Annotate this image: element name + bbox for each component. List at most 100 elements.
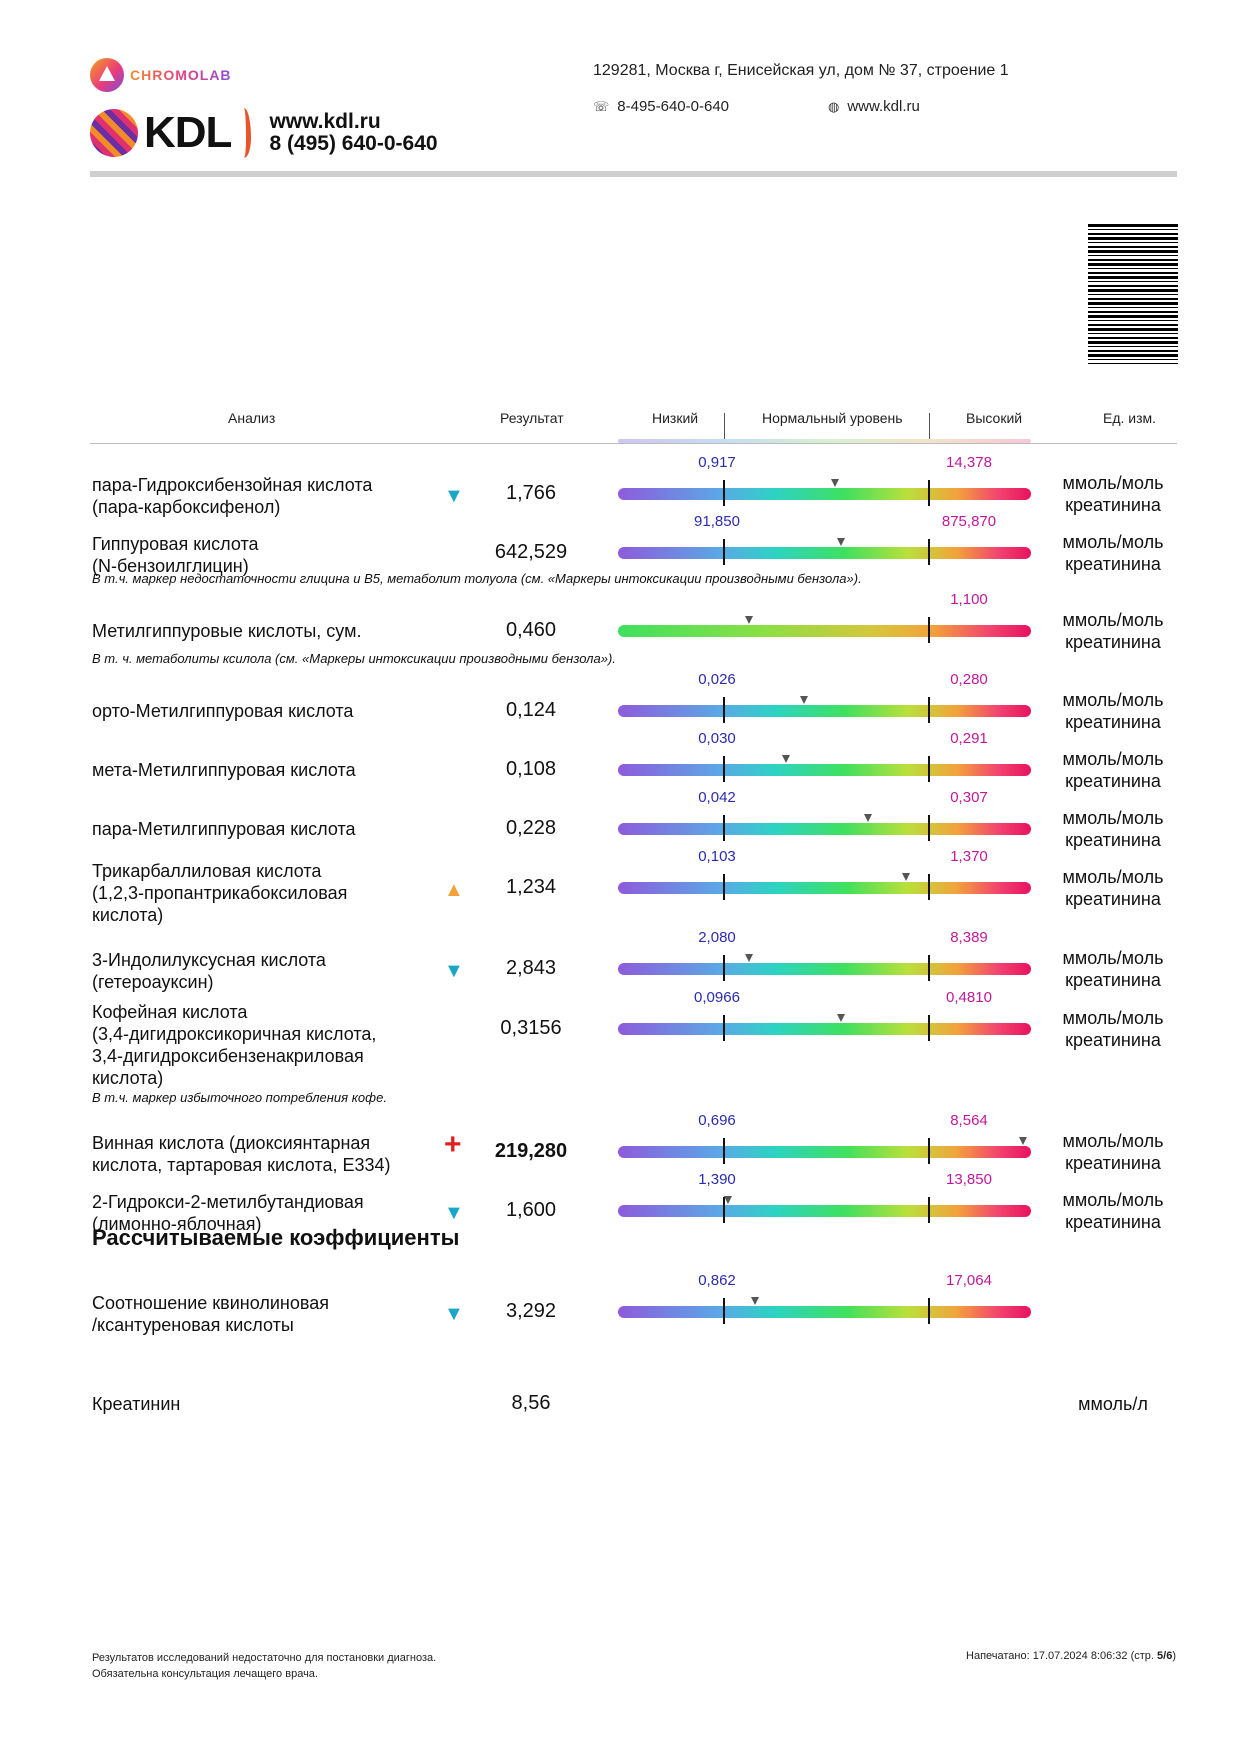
footer-line2: Обязательна консультация лечащего врача. bbox=[92, 1668, 318, 1680]
lab-web: ◍ www.kdl.ru bbox=[828, 98, 920, 115]
analysis-name: 2-Гидрокси-2-метилбутандиовая (лимонно-я… bbox=[92, 1192, 364, 1234]
footer-line1: Результатов исследований недостаточно дл… bbox=[92, 1652, 437, 1664]
low-limit-label: 0,030 bbox=[698, 730, 736, 747]
lab-web-text: www.kdl.ru bbox=[847, 98, 920, 115]
unit-label: ммоль/моль креатинина bbox=[1062, 808, 1164, 850]
high-limit-tick bbox=[928, 955, 930, 981]
chromolab-logo: CHROMOLAB bbox=[90, 58, 232, 92]
phone-icon: ☏ bbox=[593, 98, 610, 114]
result-marker-icon bbox=[781, 755, 790, 763]
result-value: 642,529 bbox=[494, 541, 568, 563]
high-limit-tick bbox=[928, 1015, 930, 1041]
low-limit-label: 0,917 bbox=[698, 454, 736, 471]
result-value: 219,280 bbox=[494, 1140, 568, 1162]
col-low: Низкий bbox=[652, 410, 699, 426]
result-value: 0,124 bbox=[505, 699, 557, 721]
result-marker-icon bbox=[836, 1014, 845, 1022]
low-limit-tick bbox=[723, 756, 725, 782]
analysis-name: Кофейная кислота (3,4-дигидроксикоричная… bbox=[92, 1002, 377, 1088]
reference-scale-bar bbox=[618, 1205, 1031, 1217]
unit-label: ммоль/моль креатинина bbox=[1062, 749, 1164, 791]
status-flag-icon: + bbox=[444, 1128, 462, 1161]
reference-scale-bar bbox=[618, 1023, 1031, 1035]
lab-address: 129281, Москва г, Енисейская ул, дом № 3… bbox=[593, 62, 1009, 79]
kdl-site: www.kdl.ru bbox=[269, 110, 381, 133]
high-limit-label: 1,370 bbox=[950, 848, 988, 865]
analysis-name: Гиппуровая кислота (N-бензоилглицин) bbox=[92, 534, 259, 576]
low-limit-tick bbox=[723, 1015, 725, 1041]
reference-scale-bar bbox=[618, 625, 1031, 637]
creatinine-value: 8,56 bbox=[511, 1392, 551, 1414]
analysis-name: Метилгиппуровые кислоты, сум. bbox=[92, 621, 362, 641]
high-limit-tick bbox=[928, 1138, 930, 1164]
high-limit-label: 1,100 bbox=[950, 591, 988, 608]
high-limit-label: 0,280 bbox=[950, 671, 988, 688]
analysis-name: пара-Метилгиппуровая кислота bbox=[92, 819, 356, 839]
reference-scale-bar bbox=[618, 882, 1031, 894]
col-unit: Ед. изм. bbox=[1103, 410, 1157, 426]
creatinine-unit: ммоль/л bbox=[1078, 1394, 1148, 1414]
low-limit-label: 0,103 bbox=[698, 848, 736, 865]
low-limit-label: 0,0966 bbox=[694, 989, 740, 1006]
result-value: 0,460 bbox=[505, 619, 557, 641]
low-limit-label: 0,026 bbox=[698, 671, 736, 688]
analysis-name: орто-Метилгиппуровая кислота bbox=[92, 701, 354, 721]
result-value: 1,600 bbox=[505, 1199, 557, 1221]
col-result: Результат bbox=[500, 410, 564, 426]
low-limit-label: 91,850 bbox=[694, 513, 740, 530]
result-marker-icon bbox=[750, 1297, 759, 1305]
high-limit-tick bbox=[928, 874, 930, 900]
low-limit-label: 0,862 bbox=[698, 1272, 736, 1289]
low-limit-label: 1,390 bbox=[698, 1171, 736, 1188]
result-value: 0,228 bbox=[505, 817, 557, 839]
status-flag-icon: ▼ bbox=[444, 1202, 464, 1224]
high-limit-tick bbox=[928, 1197, 930, 1223]
unit-label: ммоль/моль креатинина bbox=[1062, 948, 1164, 990]
analysis-name: мета-Метилгиппуровая кислота bbox=[92, 760, 356, 780]
reference-scale-bar bbox=[618, 764, 1031, 776]
low-limit-label: 2,080 bbox=[698, 929, 736, 946]
status-flag-icon: ▲ bbox=[444, 879, 464, 901]
result-marker-icon bbox=[744, 616, 753, 624]
lab-phone: ☏ 8-495-640-0-640 bbox=[593, 98, 729, 115]
result-value: 3,292 bbox=[505, 1300, 557, 1322]
high-limit-label: 17,064 bbox=[946, 1272, 992, 1289]
result-value: 1,234 bbox=[505, 876, 557, 898]
analysis-name: пара-Гидроксибензойная кислота (пара-кар… bbox=[92, 475, 373, 517]
reference-scale-bar bbox=[618, 488, 1031, 500]
result-marker-icon bbox=[836, 538, 845, 546]
unit-label: ммоль/моль креатинина bbox=[1062, 1131, 1164, 1173]
unit-label: ммоль/моль креатинина bbox=[1062, 610, 1164, 652]
result-value: 2,843 bbox=[505, 957, 557, 979]
section-title: Рассчитываемые коэффициенты bbox=[92, 1225, 460, 1250]
high-limit-tick bbox=[928, 480, 930, 506]
kdl-logo-text: KDL bbox=[144, 108, 232, 157]
high-limit-label: 0,291 bbox=[950, 730, 988, 747]
note-hippuric: В т.ч. маркер недостаточности глицина и … bbox=[92, 571, 862, 586]
header-scale-bar bbox=[618, 439, 1031, 443]
note-methylhippuric: В т. ч. метаболиты ксилола (см. «Маркеры… bbox=[92, 651, 616, 666]
high-limit-label: 875,870 bbox=[941, 513, 997, 530]
col-high: Высокий bbox=[966, 410, 1023, 426]
kdl-logo: KDL www.kdl.ru 8 (495) 640-0-640 bbox=[90, 108, 438, 158]
reference-scale-bar bbox=[618, 823, 1031, 835]
footer-printed: Напечатано: 17.07.2024 8:06:32 (стр. 5/6… bbox=[966, 1650, 1176, 1662]
analysis-name: 3-Индолилуксусная кислота (гетероауксин) bbox=[92, 950, 326, 992]
low-limit-tick bbox=[723, 874, 725, 900]
low-limit-tick bbox=[723, 1138, 725, 1164]
globe-icon: ◍ bbox=[828, 98, 840, 114]
high-limit-label: 8,389 bbox=[950, 929, 988, 946]
kdl-ball-icon bbox=[90, 109, 138, 157]
kdl-contacts: www.kdl.ru 8 (495) 640-0-640 bbox=[269, 111, 437, 155]
footer-page: 5/6 bbox=[1157, 1650, 1173, 1662]
unit-label: ммоль/моль креатинина bbox=[1062, 1190, 1164, 1232]
header-high-tick bbox=[929, 413, 930, 439]
result-marker-icon bbox=[863, 814, 872, 822]
low-limit-tick bbox=[723, 815, 725, 841]
kdl-phone: 8 (495) 640-0-640 bbox=[269, 132, 438, 155]
result-marker-icon bbox=[902, 873, 911, 881]
header-low-tick bbox=[724, 413, 725, 439]
unit-label: ммоль/моль креатинина bbox=[1062, 867, 1164, 909]
reference-scale-bar bbox=[618, 1306, 1031, 1318]
result-value: 0,108 bbox=[505, 758, 557, 780]
